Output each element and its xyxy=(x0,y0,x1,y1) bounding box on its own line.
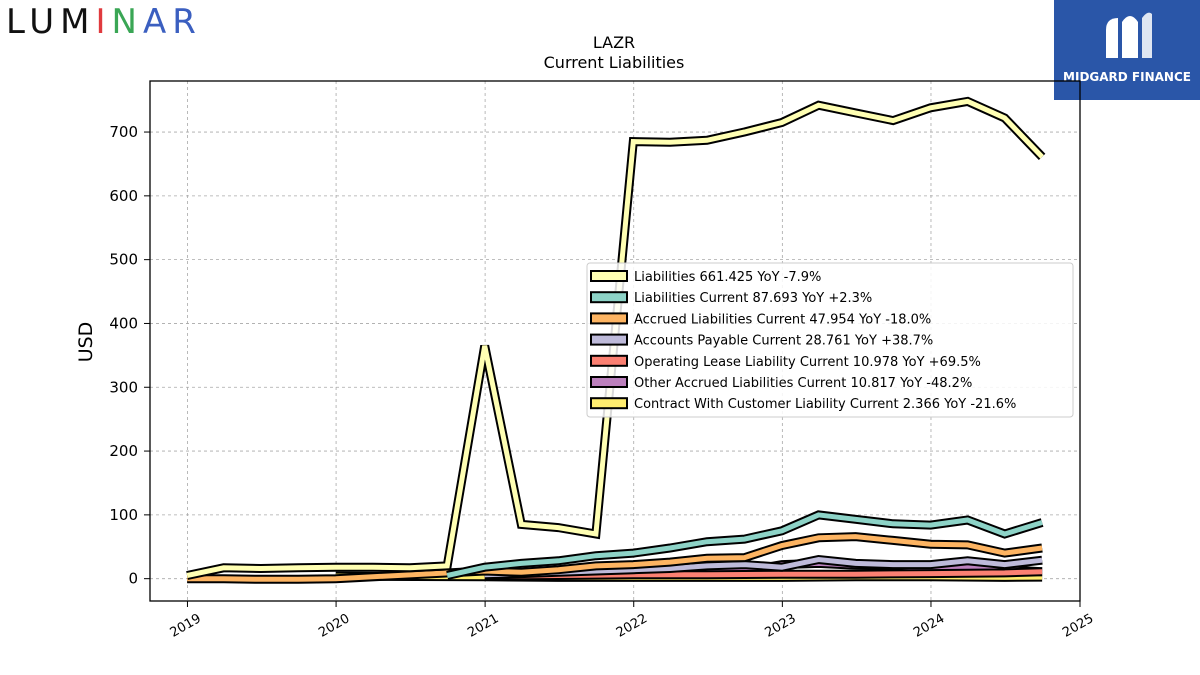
x-tick-label: 2024 xyxy=(911,611,947,641)
luminar-logo: LUMINAR xyxy=(6,4,202,40)
logo-part-1: LUM xyxy=(6,2,96,42)
y-axis: 0 100 200 300 400 500 600 700 xyxy=(109,123,150,588)
series-line xyxy=(446,512,1043,578)
x-tick-label: 2023 xyxy=(763,611,799,641)
y-tick-label: 300 xyxy=(109,378,138,396)
legend-entry: Contract With Customer Liability Current… xyxy=(634,397,1016,412)
chart-title: LAZR xyxy=(593,33,635,52)
y-tick-label: 500 xyxy=(109,251,138,269)
y-tick-label: 700 xyxy=(109,123,138,141)
logo-part-2: I xyxy=(95,2,112,42)
y-tick-label: 600 xyxy=(109,187,138,205)
series-accrued-liabilities-current xyxy=(187,532,1043,584)
legend-entry: Accounts Payable Current 28.761 YoY +38.… xyxy=(634,334,933,349)
logo-part-3: N xyxy=(111,2,143,42)
midgard-finance-name: MIDGARD FINANCE xyxy=(1063,70,1191,84)
y-tick-label: 400 xyxy=(109,314,138,332)
x-tick-label: 2021 xyxy=(465,611,501,641)
series-line xyxy=(187,534,1043,582)
y-tick-label: 200 xyxy=(109,442,138,460)
midgard-logo-icon xyxy=(1106,12,1152,59)
y-axis-label: USD xyxy=(75,322,97,363)
x-tick-label: 2019 xyxy=(168,611,204,641)
x-tick-label: 2025 xyxy=(1060,611,1096,641)
plot-area xyxy=(149,80,1081,602)
y-tick-label: 100 xyxy=(109,506,138,524)
legend-swatch xyxy=(590,376,628,388)
legend: Liabilities 661.425 YoY -7.9% Liabilities… xyxy=(586,262,1074,418)
series-liabilities-current xyxy=(446,510,1044,580)
x-tick-label: 2022 xyxy=(614,611,650,641)
legend-swatch xyxy=(590,270,628,282)
chart-subtitle: Current Liabilities xyxy=(544,53,685,72)
legend-swatch xyxy=(590,291,628,304)
legend-entry: Operating Lease Liability Current 10.978… xyxy=(634,355,981,370)
legend-swatch xyxy=(590,312,628,325)
legend-box xyxy=(586,262,1074,418)
midgard-finance-badge: MIDGARD FINANCE xyxy=(1054,0,1200,100)
legend-entry: Liabilities Current 87.693 YoY +2.3% xyxy=(634,291,872,306)
legend-swatch xyxy=(590,333,628,346)
legend-entry: Liabilities 661.425 YoY -7.9% xyxy=(634,270,821,285)
x-axis: 2019 2020 2021 2022 2023 2024 2025 xyxy=(168,601,1096,641)
legend-entry: Accrued Liabilities Current 47.954 YoY -… xyxy=(634,312,931,327)
legend-swatch xyxy=(590,397,628,410)
logo-part-4: AR xyxy=(142,2,202,42)
x-tick-label: 2020 xyxy=(316,611,352,641)
y-tick-label: 0 xyxy=(128,570,138,588)
legend-swatch xyxy=(590,354,628,367)
legend-entry: Other Accrued Liabilities Current 10.817… xyxy=(634,376,972,391)
